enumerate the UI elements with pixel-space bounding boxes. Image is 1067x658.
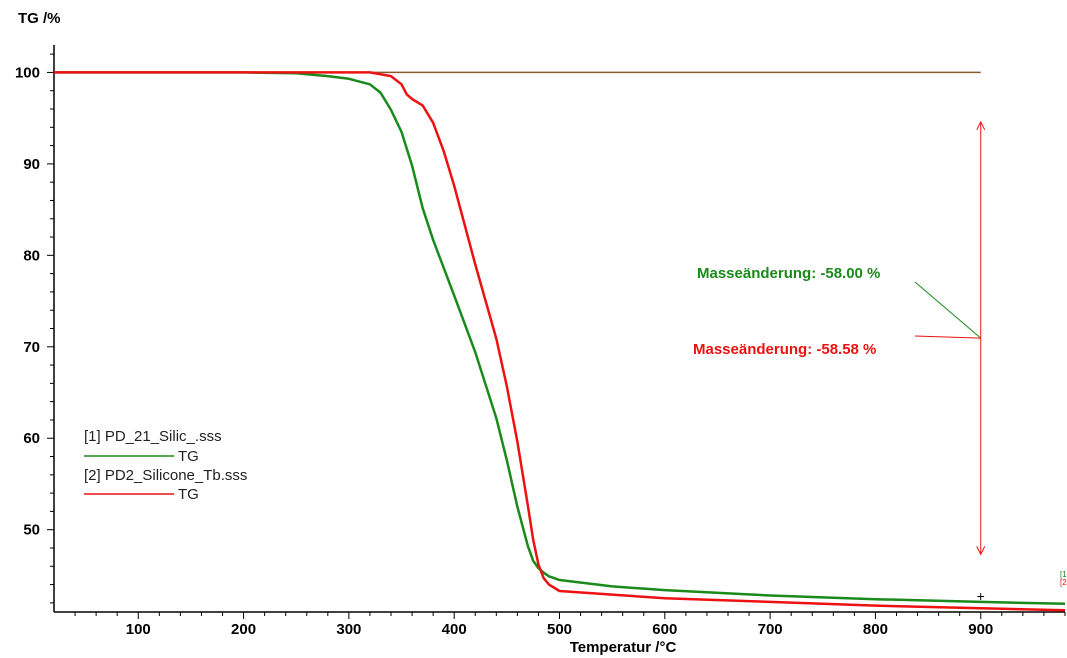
green-annotation-leader — [914, 281, 982, 339]
legend-file-2: [2] PD2_Silicone_Tb.sss — [84, 467, 247, 484]
x-tick-label: 800 — [863, 621, 888, 638]
red-annotation-leader — [914, 335, 981, 339]
legend: [1] PD_21_Silic_.sss TG [2] PD2_Silicone… — [84, 428, 247, 503]
y-tick-label: 100 — [15, 64, 40, 81]
step-arrow-head-bottom — [976, 546, 986, 556]
x-tick-label: 700 — [758, 621, 783, 638]
series-2-line — [54, 71, 1066, 612]
legend-file-1: [1] PD_21_Silic_.sss — [84, 428, 222, 445]
axes — [53, 45, 1065, 613]
y-tick-label: 50 — [23, 522, 40, 539]
y-ticks: 50 60 70 80 90 100 — [15, 53, 54, 604]
mass-change-green-label: Masseänderung: -58.00 % — [697, 265, 880, 282]
y-tick-label: 60 — [23, 430, 40, 447]
y-tick-label: 80 — [23, 247, 40, 264]
y-axis-title: TG /% — [18, 10, 61, 27]
y-tick-label: 70 — [23, 339, 40, 356]
end-tag-1: [1 — [1060, 570, 1067, 579]
series-layer — [54, 71, 1066, 612]
x-tick-label: 300 — [336, 621, 361, 638]
end-cross-marker: + — [977, 588, 985, 604]
end-tag-2: [2 — [1060, 578, 1067, 587]
x-tick-label: 500 — [547, 621, 572, 638]
x-tick-label: 400 — [442, 621, 467, 638]
legend-series-1: TG — [178, 448, 199, 465]
step-arrow-head-top — [976, 120, 986, 131]
series-1-line — [54, 71, 1066, 606]
x-tick-label: 900 — [968, 621, 993, 638]
x-tick-label: 600 — [652, 621, 677, 638]
legend-series-2: TG — [178, 486, 199, 503]
mass-change-red-label: Masseänderung: -58.58 % — [693, 341, 876, 358]
x-tick-label: 200 — [231, 621, 256, 638]
x-axis-title: Temperatur /°C — [570, 639, 677, 656]
x-tick-label: 100 — [126, 621, 151, 638]
x-ticks: 100 200 300 400 500 600 700 800 900 — [74, 612, 1066, 638]
y-tick-label: 90 — [23, 156, 40, 173]
